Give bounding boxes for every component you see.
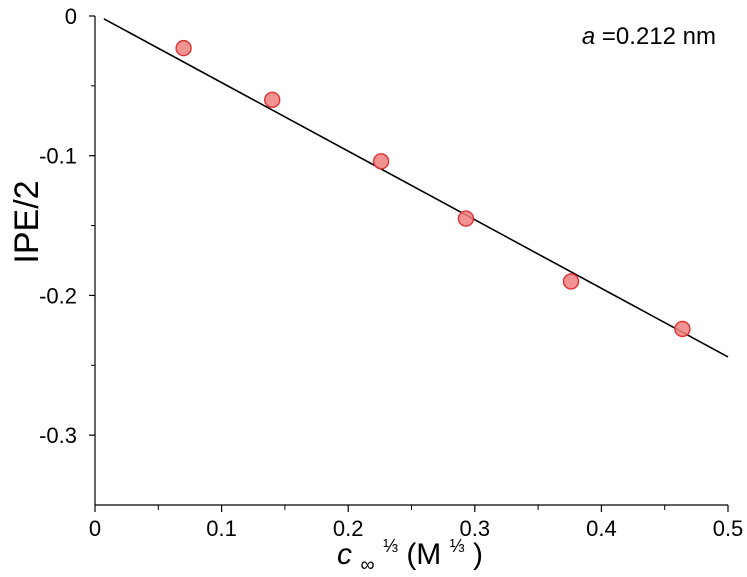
x-axis-unit: (M	[406, 538, 441, 571]
y-tick-label: -0.2	[39, 283, 77, 308]
x-axis-unit-superscript: ⅓	[450, 536, 465, 556]
data-point	[457, 210, 475, 227]
x-tick-label: 0.3	[460, 516, 491, 541]
data-point	[175, 39, 192, 57]
x-axis-title: c ∞ ⅓ (M ⅓ )	[337, 526, 483, 577]
x-axis-unit-close: )	[473, 538, 483, 571]
data-point	[372, 153, 390, 170]
annotation-variable: a	[582, 23, 595, 50]
x-tick-label: 0.1	[206, 516, 237, 541]
data-point	[264, 91, 281, 109]
x-tick-label: 0.5	[713, 516, 744, 541]
y-tick-label: -0.1	[39, 144, 77, 169]
x-tick-label: 0.4	[586, 516, 617, 541]
data-point	[562, 273, 580, 290]
data-points	[175, 39, 691, 338]
annotation-label: a =0.212 nm	[582, 23, 716, 50]
x-axis-variable: c	[337, 538, 352, 571]
y-axis-title: IPE/2	[8, 180, 46, 263]
fit-line-group	[103, 18, 729, 358]
x-tick-label: 0	[89, 516, 101, 541]
annotation-value: =0.212 nm	[602, 23, 716, 50]
x-axis-subscript: ∞	[360, 554, 374, 576]
axis-ticks: 0 0.1 0.2 0.3 0.4 0.5 0 -0.1 -0.2 -0.3	[39, 4, 743, 541]
data-point	[674, 320, 691, 338]
axes	[94, 16, 728, 506]
y-tick-label: 0	[65, 4, 77, 29]
fit-line	[103, 18, 729, 358]
x-tick-label: 0.2	[333, 516, 364, 541]
x-axis-superscript: ⅓	[383, 536, 398, 556]
y-tick-label: -0.3	[39, 423, 77, 448]
